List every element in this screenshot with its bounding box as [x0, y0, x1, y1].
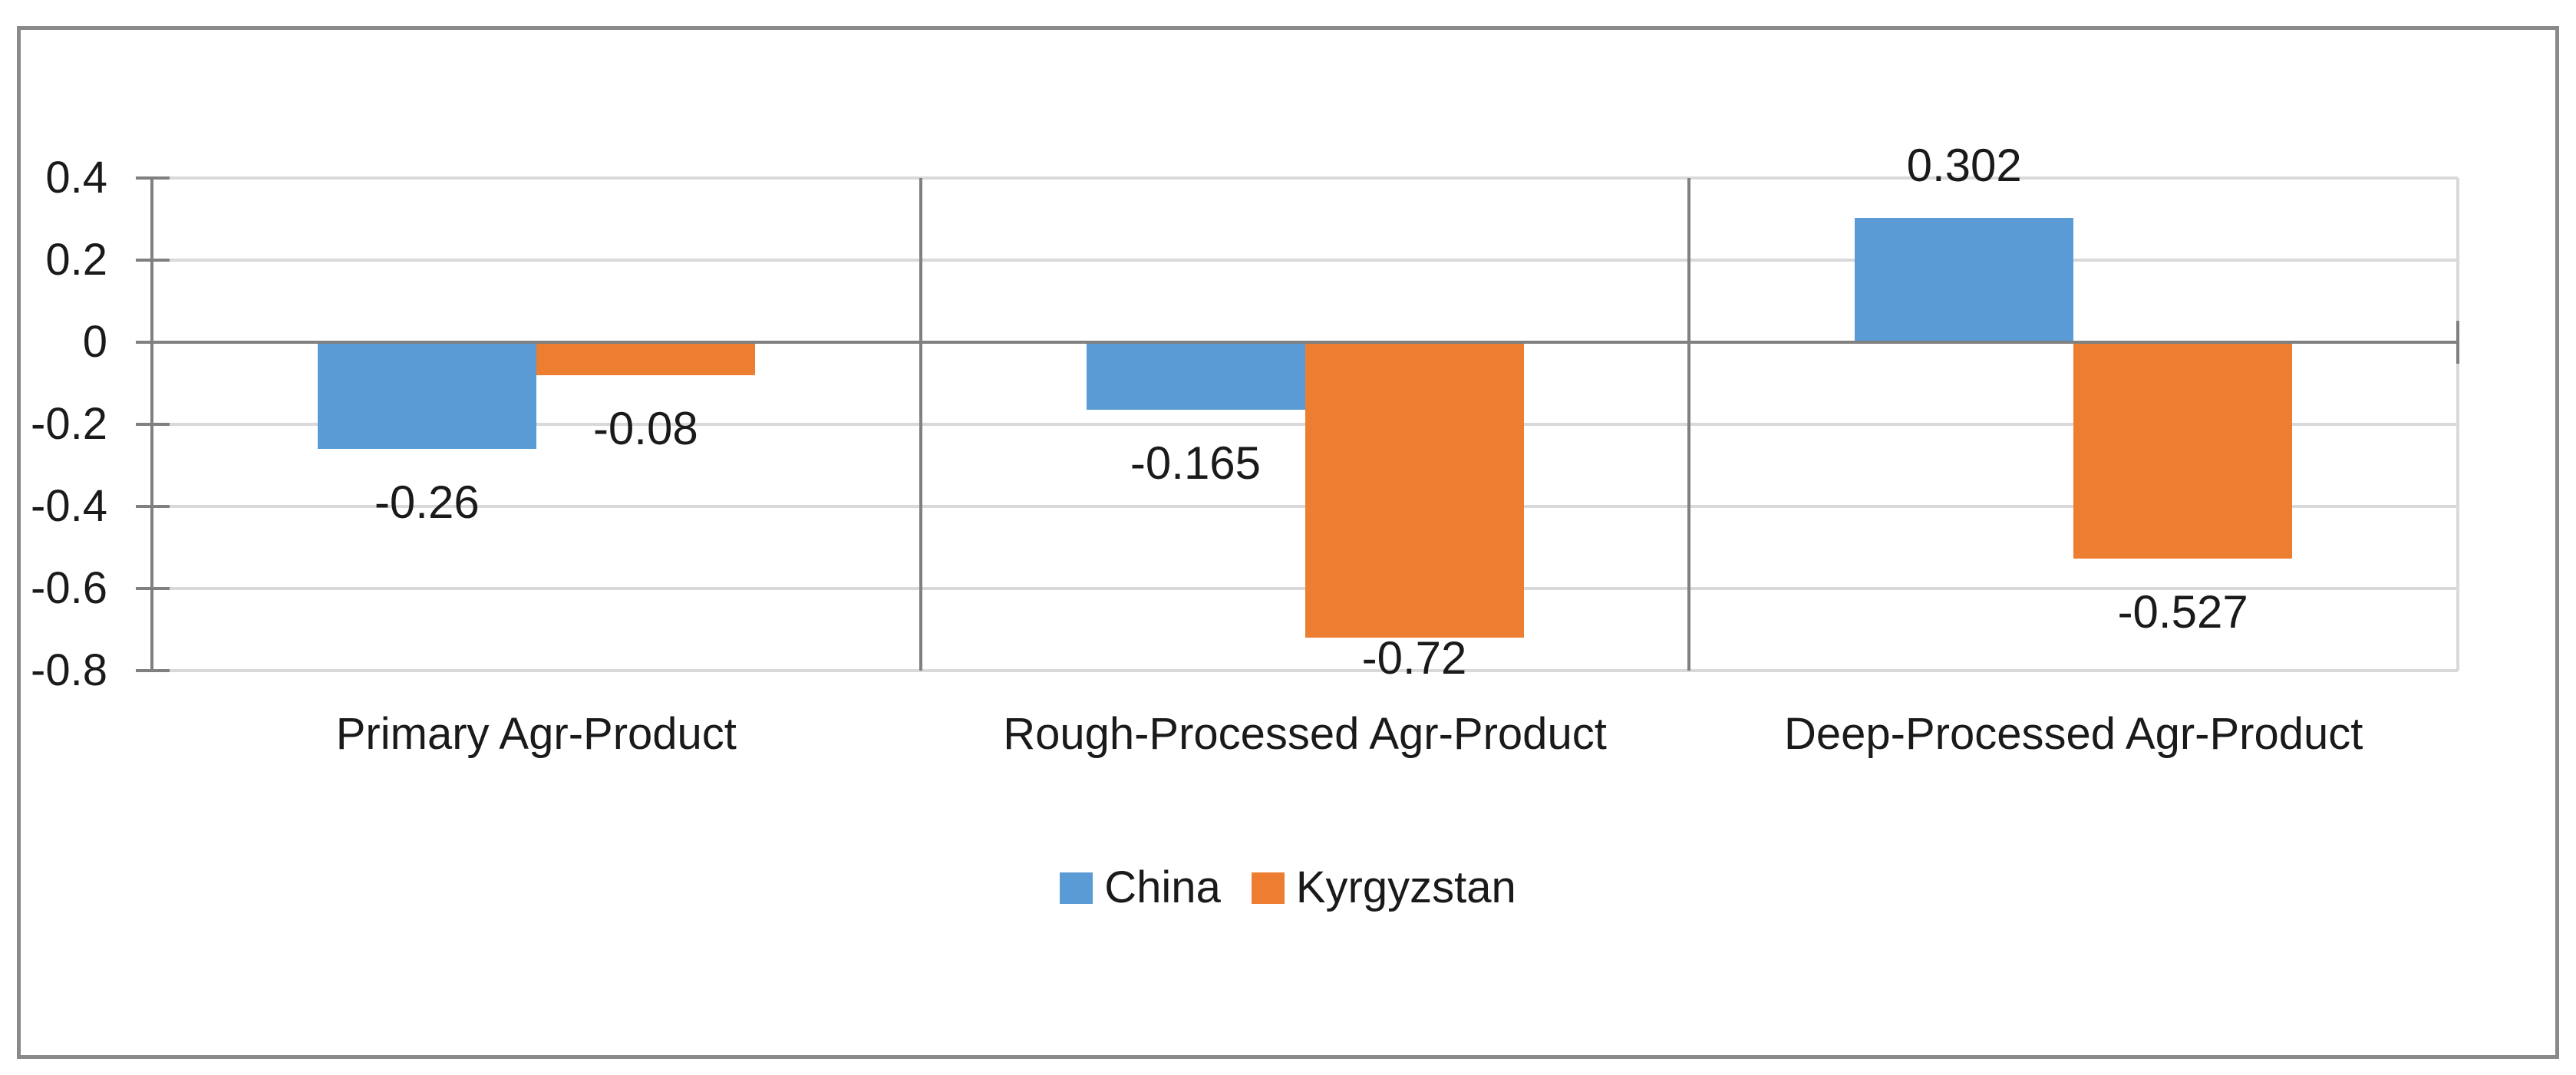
data-label-kyrgyzstan-1: -0.08 [592, 402, 698, 454]
data-label-kyrgyzstan-3: -0.527 [2117, 585, 2248, 638]
category-label-3: Deep-Processed Agr-Product [1783, 709, 2363, 759]
bar-kyrgyzstan-3 [2073, 342, 2293, 559]
legend-label-kyrgyzstan: Kyrgyzstan [1295, 862, 1516, 912]
y-tick-label: 0.2 [45, 235, 107, 285]
category-divider-line [1687, 178, 1691, 671]
y-gridline [152, 259, 2458, 262]
zero-axis-line [152, 341, 2458, 344]
data-label-china-2: -0.165 [1130, 437, 1262, 490]
y-tick-label: -0.4 [31, 481, 107, 531]
y-tick-label: -0.6 [31, 563, 107, 613]
legend-swatch-kyrgyzstan [1251, 872, 1285, 904]
bar-china-2 [1086, 342, 1305, 411]
y-axis-line [150, 178, 153, 671]
y-axis-tick [136, 669, 170, 672]
bar-kyrgyzstan-1 [536, 342, 755, 375]
y-gridline [152, 669, 2458, 672]
legend-label-china: China [1104, 862, 1221, 912]
legend-entry-kyrgyzstan: Kyrgyzstan [1251, 862, 1516, 912]
plot-right-boundary [2456, 178, 2459, 671]
bar-china-3 [1855, 218, 2074, 342]
category-divider-line [919, 178, 922, 671]
y-tick-label: 0 [82, 317, 107, 367]
y-tick-label: -0.8 [31, 645, 107, 695]
data-label-china-1: -0.26 [374, 476, 480, 529]
legend-swatch-china [1060, 872, 1093, 904]
data-label-kyrgyzstan-2: -0.72 [1361, 632, 1467, 684]
data-label-china-3: 0.302 [1906, 140, 2022, 192]
category-label-2: Rough-Processed Agr-Product [1003, 709, 1607, 759]
category-label-1: Primary Agr-Product [335, 709, 737, 759]
chart-legend: China Kyrgyzstan [0, 866, 2576, 910]
y-gridline [152, 176, 2458, 180]
y-tick-label: 0.4 [45, 153, 107, 203]
bar-kyrgyzstan-2 [1304, 342, 1524, 638]
x-axis-right-tick [2456, 321, 2459, 364]
y-tick-label: -0.2 [31, 399, 107, 449]
legend-entry-china: China [1060, 866, 1221, 910]
bar-china-1 [317, 342, 536, 450]
